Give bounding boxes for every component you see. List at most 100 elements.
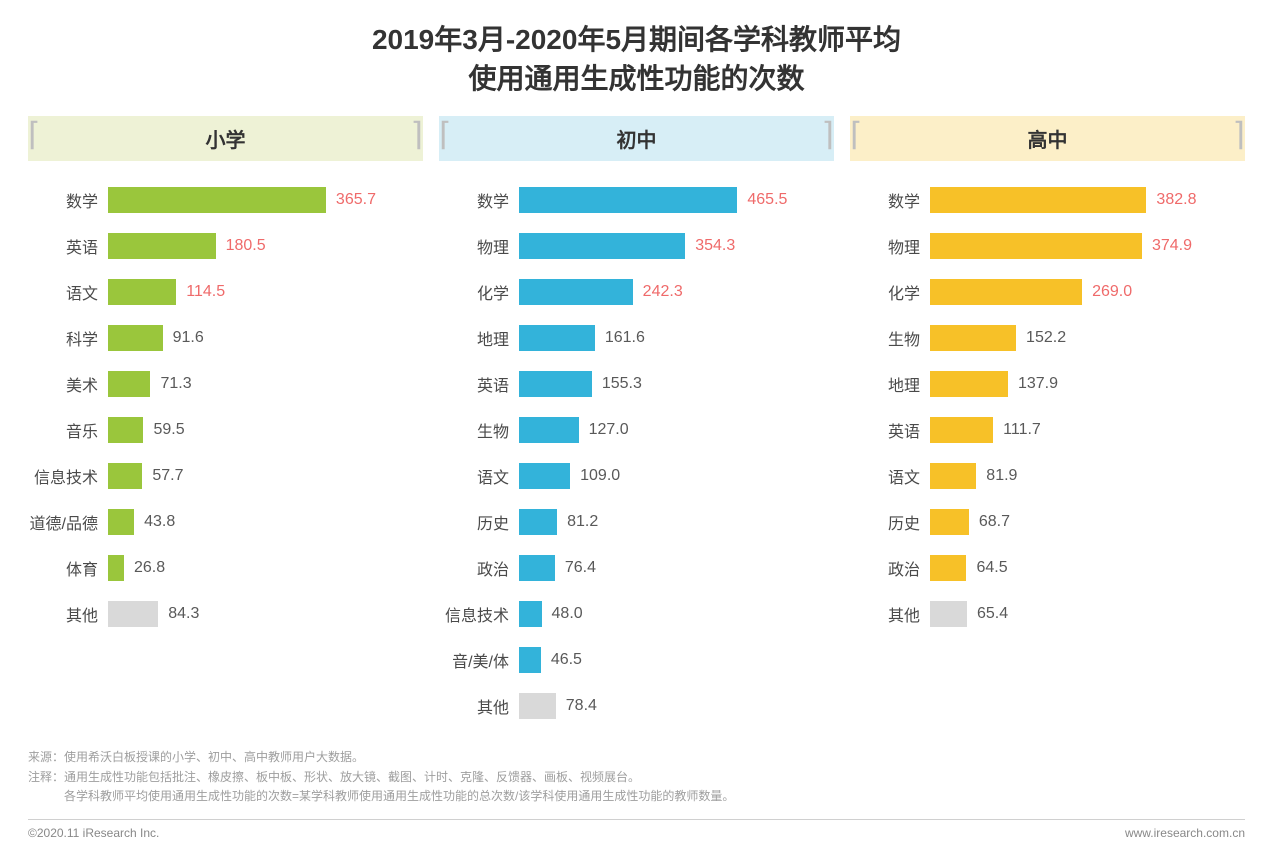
bar-wrap: 81.2 xyxy=(519,509,834,535)
bar-wrap: 155.3 xyxy=(519,371,834,397)
bar xyxy=(930,325,1016,351)
bar xyxy=(108,371,150,397)
row-label: 信息技术 xyxy=(28,464,108,488)
bar-value: 114.5 xyxy=(176,283,225,301)
bar-value: 242.3 xyxy=(633,283,683,301)
bar xyxy=(519,325,595,351)
bar-wrap: 114.5 xyxy=(108,279,423,305)
bar-row: 地理137.9 xyxy=(850,361,1245,407)
row-label: 英语 xyxy=(28,234,108,258)
bar xyxy=(519,279,633,305)
bar-value: 68.7 xyxy=(969,513,1010,531)
bar xyxy=(108,233,216,259)
row-label: 化学 xyxy=(439,280,519,304)
title-line-2: 使用通用生成性功能的次数 xyxy=(468,63,804,94)
row-label: 道德/品德 xyxy=(28,510,108,534)
bar-value: 152.2 xyxy=(1016,329,1066,347)
row-label: 政治 xyxy=(850,556,930,580)
bar-wrap: 68.7 xyxy=(930,509,1245,535)
footnote-note-line1: 通用生成性功能包括批注、橡皮擦、板中板、形状、放大镜、截图、计时、克隆、反馈器、… xyxy=(64,770,640,784)
panel-title: 小学 xyxy=(206,130,246,152)
bar-value: 111.7 xyxy=(993,421,1041,439)
row-label: 信息技术 xyxy=(439,602,519,626)
bracket-left-icon: ⌈ xyxy=(28,116,40,152)
bar xyxy=(519,187,737,213)
bar-value: 57.7 xyxy=(142,467,183,485)
bar-row: 物理374.9 xyxy=(850,223,1245,269)
bar-row: 生物127.0 xyxy=(439,407,834,453)
bar xyxy=(519,555,555,581)
bar xyxy=(930,417,993,443)
bar-wrap: 46.5 xyxy=(519,647,834,673)
row-label: 地理 xyxy=(850,372,930,396)
bar-row: 音/美/体 46.5 xyxy=(439,637,834,683)
bar xyxy=(519,371,592,397)
bar-wrap: 59.5 xyxy=(108,417,423,443)
row-label: 英语 xyxy=(439,372,519,396)
bar-value: 65.4 xyxy=(967,605,1008,623)
bar-wrap: 161.6 xyxy=(519,325,834,351)
panel-rows: 数学465.5物理354.3化学242.3地理161.6英语155.3生物127… xyxy=(439,177,834,729)
credit-bar: ©2020.11 iResearch Inc. www.iresearch.co… xyxy=(28,819,1245,840)
bar-value: 78.4 xyxy=(556,697,597,715)
bar-value: 26.8 xyxy=(124,559,165,577)
bar xyxy=(930,601,967,627)
bar-row: 语文109.0 xyxy=(439,453,834,499)
row-label: 物理 xyxy=(850,234,930,258)
bar xyxy=(930,279,1082,305)
bar-wrap: 76.4 xyxy=(519,555,834,581)
bar-row: 其他78.4 xyxy=(439,683,834,729)
bar-wrap: 382.8 xyxy=(930,187,1245,213)
bar-wrap: 242.3 xyxy=(519,279,834,305)
footnote-source-label: 来源： xyxy=(28,750,64,764)
row-label: 数学 xyxy=(850,188,930,212)
row-label: 语文 xyxy=(850,464,930,488)
bar-row: 生物152.2 xyxy=(850,315,1245,361)
bar-wrap: 354.3 xyxy=(519,233,834,259)
bar-wrap: 78.4 xyxy=(519,693,834,719)
footnote-note: 注释：通用生成性功能包括批注、橡皮擦、板中板、形状、放大镜、截图、计时、克隆、反… xyxy=(28,768,1245,787)
row-label: 物理 xyxy=(439,234,519,258)
bar xyxy=(108,509,134,535)
bar-row: 音乐59.5 xyxy=(28,407,423,453)
bar xyxy=(519,233,685,259)
bar-wrap: 65.4 xyxy=(930,601,1245,627)
bar xyxy=(108,555,124,581)
bar-row: 政治64.5 xyxy=(850,545,1245,591)
bar-wrap: 365.7 xyxy=(108,187,423,213)
chart-title: 2019年3月-2020年5月期间各学科教师平均 使用通用生成性功能的次数 xyxy=(0,0,1273,116)
bar-row: 信息技术48.0 xyxy=(439,591,834,637)
footnotes: 来源：使用希沃白板授课的小学、初中、高中教师用户大数据。 注释：通用生成性功能包… xyxy=(28,748,1245,806)
bar-row: 物理354.3 xyxy=(439,223,834,269)
bar xyxy=(930,509,969,535)
bar-row: 地理161.6 xyxy=(439,315,834,361)
panel-header: ⌈ 小学 ⌉ xyxy=(28,116,423,161)
footnote-source-text: 使用希沃白板授课的小学、初中、高中教师用户大数据。 xyxy=(64,750,364,764)
bar xyxy=(108,325,163,351)
bar-wrap: 465.5 xyxy=(519,187,834,213)
bar-value: 71.3 xyxy=(150,375,191,393)
bar-wrap: 180.5 xyxy=(108,233,423,259)
panel-header: ⌈高中⌉ xyxy=(850,116,1245,161)
title-line-1: 2019年3月-2020年5月期间各学科教师平均 xyxy=(372,24,901,55)
bar-row: 数学365.7 xyxy=(28,177,423,223)
bar-row: 政治76.4 xyxy=(439,545,834,591)
bar xyxy=(108,279,176,305)
panel-rows: 数学365.7英语180.5语文114.5科学91.6美术71.3音乐59.5信… xyxy=(28,177,423,637)
bar-value: 81.2 xyxy=(557,513,598,531)
bar-row: 化学269.0 xyxy=(850,269,1245,315)
bar-row: 其他65.4 xyxy=(850,591,1245,637)
bar-row: 数学465.5 xyxy=(439,177,834,223)
row-label: 音/美/体 xyxy=(439,648,519,672)
panel-title: 高中 xyxy=(1028,130,1068,152)
panels-container: ⌈小学⌉数学365.7英语180.5语文114.5科学91.6美术71.3音乐5… xyxy=(0,116,1273,729)
bracket-right-icon: ⌉ xyxy=(411,116,423,152)
bracket-left-icon: ⌈ xyxy=(439,116,451,152)
bar-value: 46.5 xyxy=(541,651,582,669)
row-label: 英语 xyxy=(850,418,930,442)
bar-value: 180.5 xyxy=(216,237,266,255)
bar-wrap: 374.9 xyxy=(930,233,1245,259)
bar xyxy=(108,417,143,443)
row-label: 数学 xyxy=(439,188,519,212)
bar xyxy=(930,555,966,581)
